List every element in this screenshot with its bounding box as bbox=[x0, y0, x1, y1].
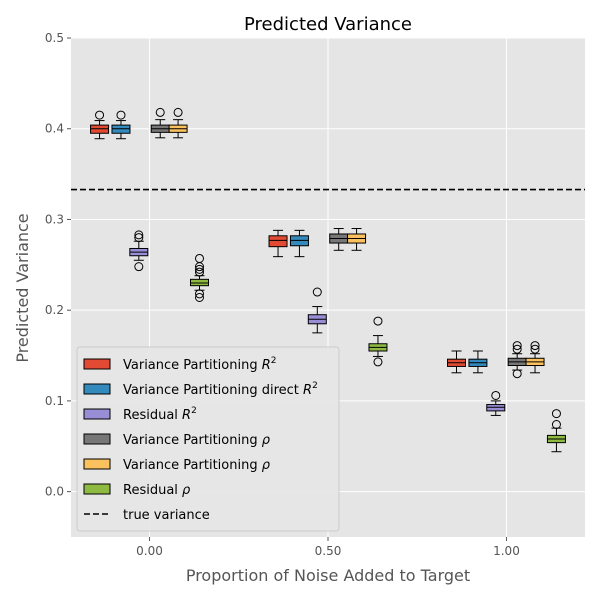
box-3-0 bbox=[150, 107, 170, 139]
y-tick-label: 0.5 bbox=[45, 31, 64, 45]
box-5-2 bbox=[546, 409, 566, 453]
outlier-point bbox=[491, 390, 501, 400]
legend-label: Residual ρ bbox=[123, 483, 191, 498]
legend-label: Variance Partitioning ρ bbox=[123, 433, 271, 448]
legend-label: Variance Partitioning direct R2 bbox=[123, 381, 318, 398]
x-axis-label: Proportion of Noise Added to Target bbox=[186, 566, 470, 585]
legend-swatch bbox=[83, 483, 111, 495]
x-tick-label: 0.50 bbox=[315, 544, 342, 558]
box-2-1 bbox=[307, 287, 327, 334]
outlier-point bbox=[116, 110, 126, 120]
legend-math-symbol: ρ bbox=[182, 483, 191, 498]
y-axis-label: Predicted Variance bbox=[13, 213, 32, 362]
outlier-point bbox=[195, 289, 204, 299]
box-0-2 bbox=[447, 350, 466, 374]
legend-math-symbol: ρ bbox=[262, 458, 271, 473]
outlier-point bbox=[134, 233, 144, 243]
outlier-point bbox=[195, 267, 204, 277]
box-2-0 bbox=[129, 230, 149, 272]
box-0-0 bbox=[90, 110, 110, 140]
x-axis-ticks: 0.00 0.50 1.00 bbox=[136, 537, 520, 558]
y-tick-label: 0.2 bbox=[45, 303, 64, 317]
box-5-0 bbox=[190, 253, 209, 302]
outlier-point bbox=[551, 419, 561, 429]
box-1-1 bbox=[289, 229, 309, 258]
legend-swatch bbox=[83, 383, 111, 395]
legend-label-text: Variance Partitioning bbox=[123, 433, 262, 448]
legend-superscript: 2 bbox=[191, 406, 197, 416]
legend-label: Variance Partitioning ρ bbox=[123, 458, 271, 473]
x-tick-label: 1.00 bbox=[493, 544, 520, 558]
box-4-2 bbox=[525, 341, 545, 374]
legend-math-symbol: R bbox=[262, 358, 271, 373]
legend-swatch bbox=[83, 408, 111, 420]
legend-label-text: Residual bbox=[123, 483, 182, 498]
outlier-point bbox=[312, 287, 322, 297]
legend-label: Residual R2 bbox=[123, 406, 197, 423]
box-1-2 bbox=[468, 350, 488, 374]
outlier-point bbox=[173, 107, 183, 117]
legend-math-symbol: ρ bbox=[262, 433, 271, 448]
chart-title: Predicted Variance bbox=[244, 14, 412, 35]
outlier-point bbox=[195, 292, 204, 302]
legend-box bbox=[76, 346, 340, 532]
legend-label-text: Residual bbox=[123, 408, 182, 423]
legend-math-symbol: R bbox=[182, 408, 191, 423]
legend-swatch bbox=[83, 358, 111, 370]
legend-label-text: Variance Partitioning bbox=[123, 358, 262, 373]
x-tick-label: 0.00 bbox=[136, 544, 163, 558]
outlier-point bbox=[530, 344, 540, 354]
outlier-point bbox=[95, 110, 105, 120]
outlier-point bbox=[512, 344, 522, 354]
legend-label-text: Variance Partitioning bbox=[123, 458, 262, 473]
outlier-point bbox=[512, 341, 522, 351]
outlier-point bbox=[195, 253, 204, 263]
box-2-2 bbox=[486, 390, 506, 416]
legend-label-text: Variance Partitioning direct bbox=[123, 383, 303, 398]
outlier-point bbox=[530, 341, 540, 351]
legend-math-symbol: R bbox=[303, 383, 312, 398]
box-0-1 bbox=[268, 229, 288, 258]
y-axis-ticks: 0.0 0.1 0.2 0.3 0.4 0.5 bbox=[45, 31, 71, 499]
outlier-point bbox=[512, 369, 522, 379]
box-4-0 bbox=[168, 107, 188, 139]
outlier-point bbox=[551, 409, 561, 419]
outlier-point bbox=[373, 316, 383, 326]
box-layer bbox=[90, 107, 566, 453]
outlier-point bbox=[373, 357, 383, 367]
outlier-point bbox=[134, 230, 144, 240]
legend-label: Variance Partitioning R2 bbox=[123, 356, 276, 373]
legend-superscript: 2 bbox=[312, 381, 318, 391]
box-3-2 bbox=[507, 341, 527, 379]
box-1-0 bbox=[111, 110, 131, 140]
box-5-1 bbox=[368, 316, 388, 367]
legend-swatch bbox=[83, 433, 111, 445]
y-tick-label: 0.3 bbox=[45, 212, 64, 226]
box-body bbox=[268, 235, 288, 248]
box-4-1 bbox=[347, 228, 367, 251]
outlier-point bbox=[195, 264, 204, 274]
y-tick-label: 0.1 bbox=[45, 394, 64, 408]
outlier-point bbox=[155, 107, 165, 117]
outlier-point bbox=[134, 262, 144, 272]
legend-swatch bbox=[83, 458, 111, 470]
y-tick-label: 0.4 bbox=[45, 122, 64, 136]
legend-superscript: 2 bbox=[271, 356, 277, 366]
legend-label: true variance bbox=[123, 508, 210, 523]
y-tick-label: 0.0 bbox=[45, 485, 64, 499]
